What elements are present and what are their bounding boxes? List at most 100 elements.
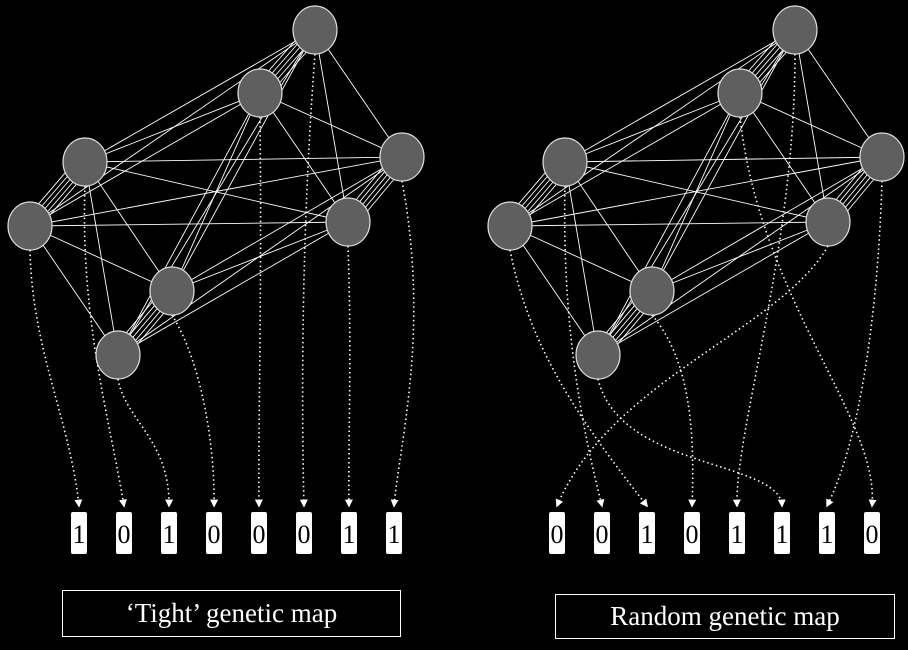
- network-edge: [117, 29, 316, 356]
- network-edge: [171, 29, 316, 292]
- mapping-arrow: [171, 314, 219, 508]
- gene-box: [116, 512, 132, 554]
- gene-box: [549, 512, 565, 554]
- genome-string: 0 0 1 0 1 1 1 0: [549, 512, 880, 554]
- random-map-panel: 0 0 1 0 1 1 1 0: [487, 5, 905, 554]
- mapping-arrow: [732, 53, 796, 508]
- network-edge: [564, 161, 653, 292]
- network-edge: [117, 156, 403, 356]
- network-edge: [651, 221, 829, 292]
- tight-map-panel: 1 0 1 0 0 0 1 1: [7, 5, 425, 554]
- network-node: [575, 330, 621, 380]
- gene-box: [206, 512, 222, 554]
- network-edge: [739, 92, 829, 223]
- gene-value: 0: [253, 520, 266, 549]
- network-node: [237, 68, 283, 118]
- network-nodes: [487, 5, 905, 380]
- network-nodes: [7, 5, 425, 380]
- network-node: [95, 330, 141, 380]
- network-edge: [509, 225, 653, 292]
- network-node: [7, 201, 53, 251]
- network-edge: [259, 92, 403, 158]
- network-edge: [564, 156, 883, 163]
- network-node: [379, 132, 425, 182]
- gene-value: 1: [73, 520, 86, 549]
- gene-box: [296, 512, 312, 554]
- network-edge: [314, 29, 349, 223]
- network-node: [629, 266, 675, 316]
- network-node: [859, 132, 905, 182]
- mapping-arrow: [254, 116, 263, 508]
- gene-box: [386, 512, 402, 554]
- genome-string: 1 0 1 0 0 0 1 1: [71, 512, 402, 554]
- gene-value: 1: [388, 520, 401, 549]
- network-edge: [84, 29, 316, 163]
- gene-box: [161, 512, 177, 554]
- network-edge: [29, 225, 173, 292]
- mapping-arrow: [509, 249, 648, 508]
- network-edge: [29, 156, 403, 227]
- mapping-arrow: [390, 180, 415, 508]
- network-edge: [597, 156, 883, 356]
- gene-value: 1: [731, 520, 744, 549]
- gene-value: 0: [118, 520, 131, 549]
- gene-box: [864, 512, 880, 554]
- network-edge: [651, 156, 883, 292]
- network-edge: [597, 29, 796, 356]
- gene-box: [71, 512, 87, 554]
- network-edge: [509, 29, 796, 227]
- gene-value: 0: [596, 520, 609, 549]
- mapping-arrows: [29, 53, 415, 508]
- network-edge: [509, 156, 883, 227]
- gene-box: [341, 512, 357, 554]
- mapping-arrow: [597, 378, 786, 508]
- mapping-arrow: [739, 116, 877, 508]
- network-edge: [84, 92, 261, 163]
- gene-value: 0: [208, 520, 221, 549]
- network-node: [717, 68, 763, 118]
- mapping-arrow: [555, 245, 829, 508]
- network-edge: [84, 161, 349, 223]
- gene-box: [819, 512, 835, 554]
- network-node: [487, 201, 533, 251]
- network-edge: [29, 92, 261, 227]
- network-edge: [794, 29, 829, 223]
- mapping-arrows: [509, 53, 883, 508]
- gene-value: 1: [163, 520, 176, 549]
- network-edge: [509, 225, 599, 356]
- gene-box: [729, 512, 745, 554]
- gene-box: [594, 512, 610, 554]
- network-node: [325, 197, 371, 247]
- network-edge: [171, 156, 403, 292]
- gene-value: 1: [343, 520, 356, 549]
- network-edge: [29, 221, 349, 227]
- network-edge: [29, 225, 119, 356]
- network-node: [292, 5, 338, 55]
- network-edge: [651, 29, 796, 292]
- mapping-arrow: [29, 249, 83, 508]
- gene-value: 0: [686, 520, 699, 549]
- gene-value: 1: [641, 520, 654, 549]
- network-edge: [84, 156, 403, 163]
- network-edge: [794, 29, 883, 158]
- random-map-caption: Random genetic map: [555, 594, 895, 639]
- network-node: [542, 137, 588, 187]
- network-edge: [259, 92, 349, 223]
- network-node: [149, 266, 195, 316]
- gene-value: 0: [298, 520, 311, 549]
- network-edge: [509, 92, 741, 227]
- gene-value: 1: [821, 520, 834, 549]
- gene-value: 1: [776, 520, 789, 549]
- gene-box: [251, 512, 267, 554]
- network-edges: [503, 24, 889, 361]
- network-edge: [117, 221, 349, 356]
- mapping-arrow: [651, 314, 697, 508]
- network-edge: [739, 92, 883, 158]
- tight-map-caption: ‘Tight’ genetic map: [62, 590, 401, 637]
- network-edge: [564, 29, 796, 163]
- network-edge: [597, 221, 829, 356]
- gene-box: [684, 512, 700, 554]
- network-node: [62, 137, 108, 187]
- network-node: [772, 5, 818, 55]
